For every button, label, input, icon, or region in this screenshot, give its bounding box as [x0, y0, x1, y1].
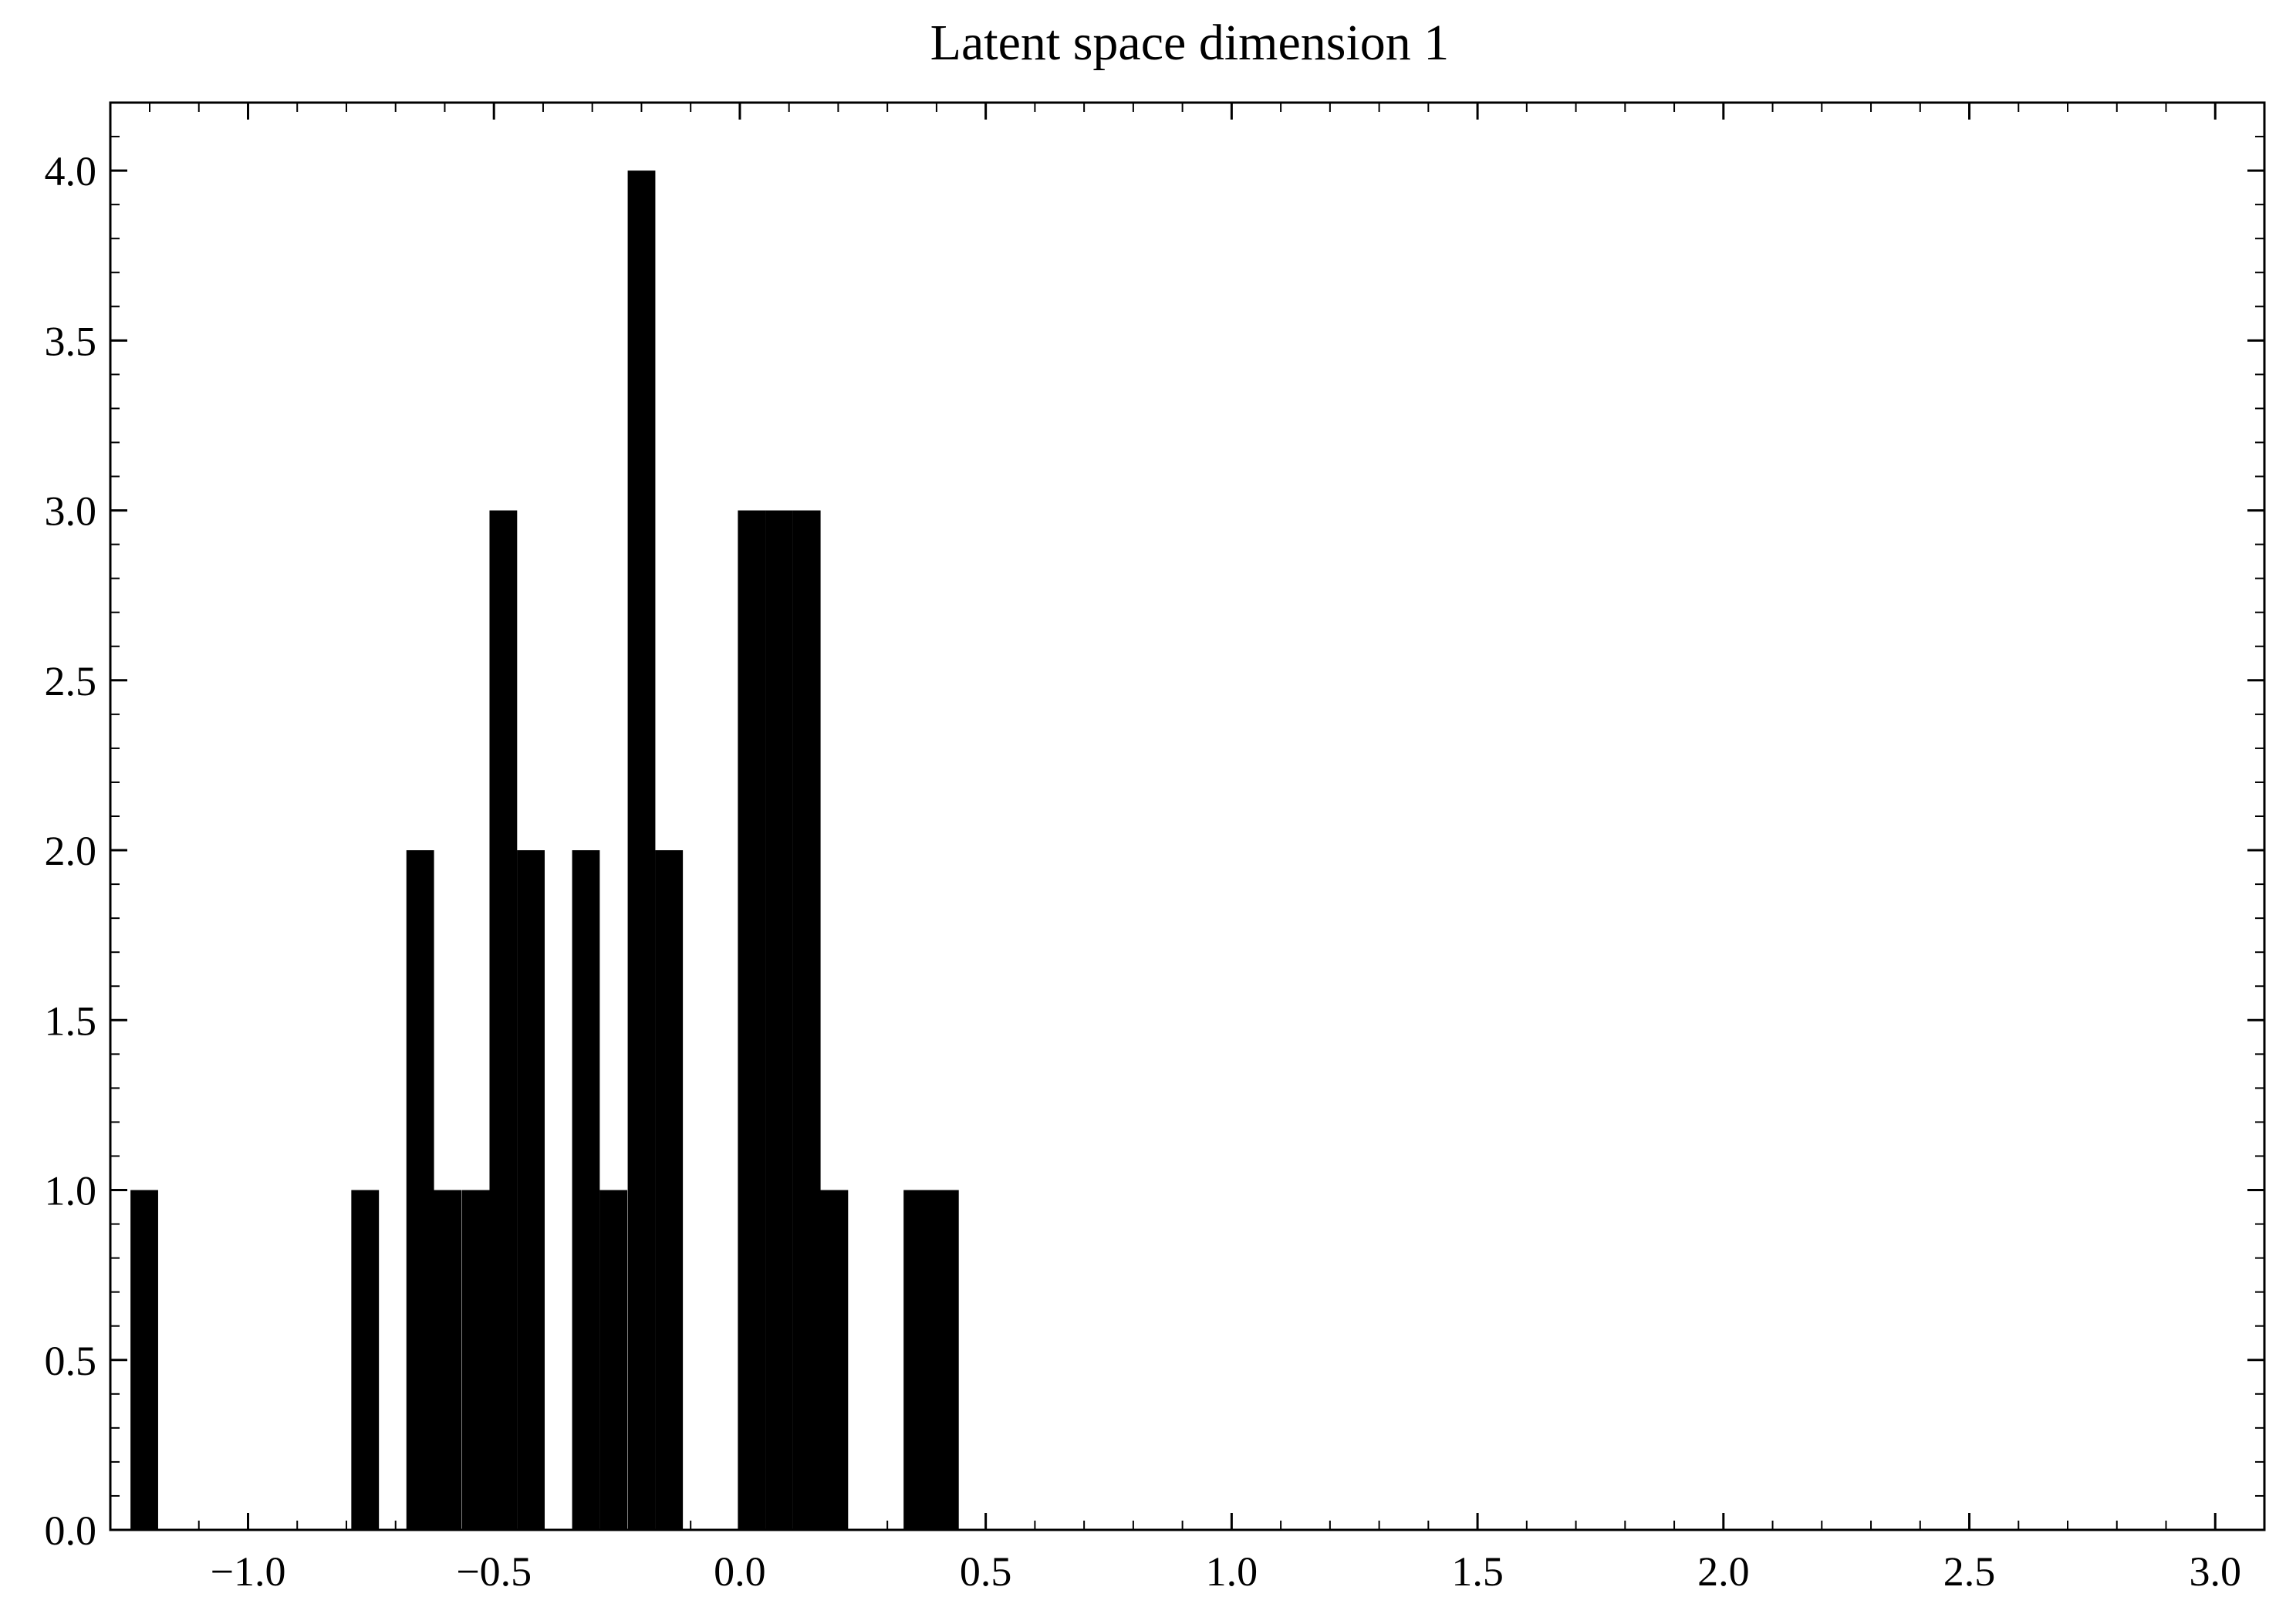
tick-labels-layer: −1.0 −0.5 0.0 0.5 1.0 1.5 2.0 2.5 3.0 0.0 0.5 1.0 1.… [45, 148, 2242, 1595]
x-tick-label: 2.5 [1943, 1548, 1996, 1595]
histogram-bar [655, 850, 684, 1530]
histogram-bar [406, 850, 434, 1530]
histogram-bar [517, 850, 545, 1530]
y-tick-label: 4.0 [45, 148, 97, 194]
plot-frame [109, 101, 2266, 1531]
histogram-bar [599, 1190, 628, 1530]
histogram-bar [903, 1190, 932, 1530]
x-tick-label: 1.0 [1206, 1548, 1258, 1595]
x-tick-label: −0.5 [456, 1548, 532, 1595]
x-tick-label: 0.5 [960, 1548, 1012, 1595]
histogram-bar [351, 1190, 380, 1530]
y-tick-label: 2.0 [45, 828, 97, 874]
histogram-bar [572, 850, 600, 1530]
x-tick-label: 1.5 [1451, 1548, 1504, 1595]
histogram-bar [434, 1190, 462, 1530]
histogram-bar [461, 1190, 490, 1530]
y-tick-label: 1.0 [45, 1168, 97, 1214]
x-tick-label: 0.0 [714, 1548, 766, 1595]
histogram-bar [489, 510, 518, 1530]
histogram-bar [765, 510, 793, 1530]
y-tick-label: 0.5 [45, 1338, 97, 1384]
x-tick-label: −1.0 [210, 1548, 285, 1595]
y-tick-label: 3.5 [45, 318, 97, 364]
histogram-bar [820, 1190, 849, 1530]
y-tick-label: 3.0 [45, 488, 97, 535]
x-tick-label: 2.0 [1697, 1548, 1750, 1595]
histogram-bar [792, 510, 821, 1530]
histogram-bar [130, 1190, 158, 1530]
y-tick-label: 0.0 [45, 1508, 97, 1554]
histogram-bar [627, 171, 656, 1531]
histogram-bar [930, 1190, 959, 1530]
histogram-bar [738, 510, 766, 1530]
chart-title: Latent space dimension 1 [930, 15, 1450, 71]
y-tick-label: 1.5 [45, 998, 97, 1044]
bars-layer [130, 171, 959, 1531]
y-tick-label: 2.5 [45, 658, 97, 704]
x-tick-label: 3.0 [2190, 1548, 2242, 1595]
